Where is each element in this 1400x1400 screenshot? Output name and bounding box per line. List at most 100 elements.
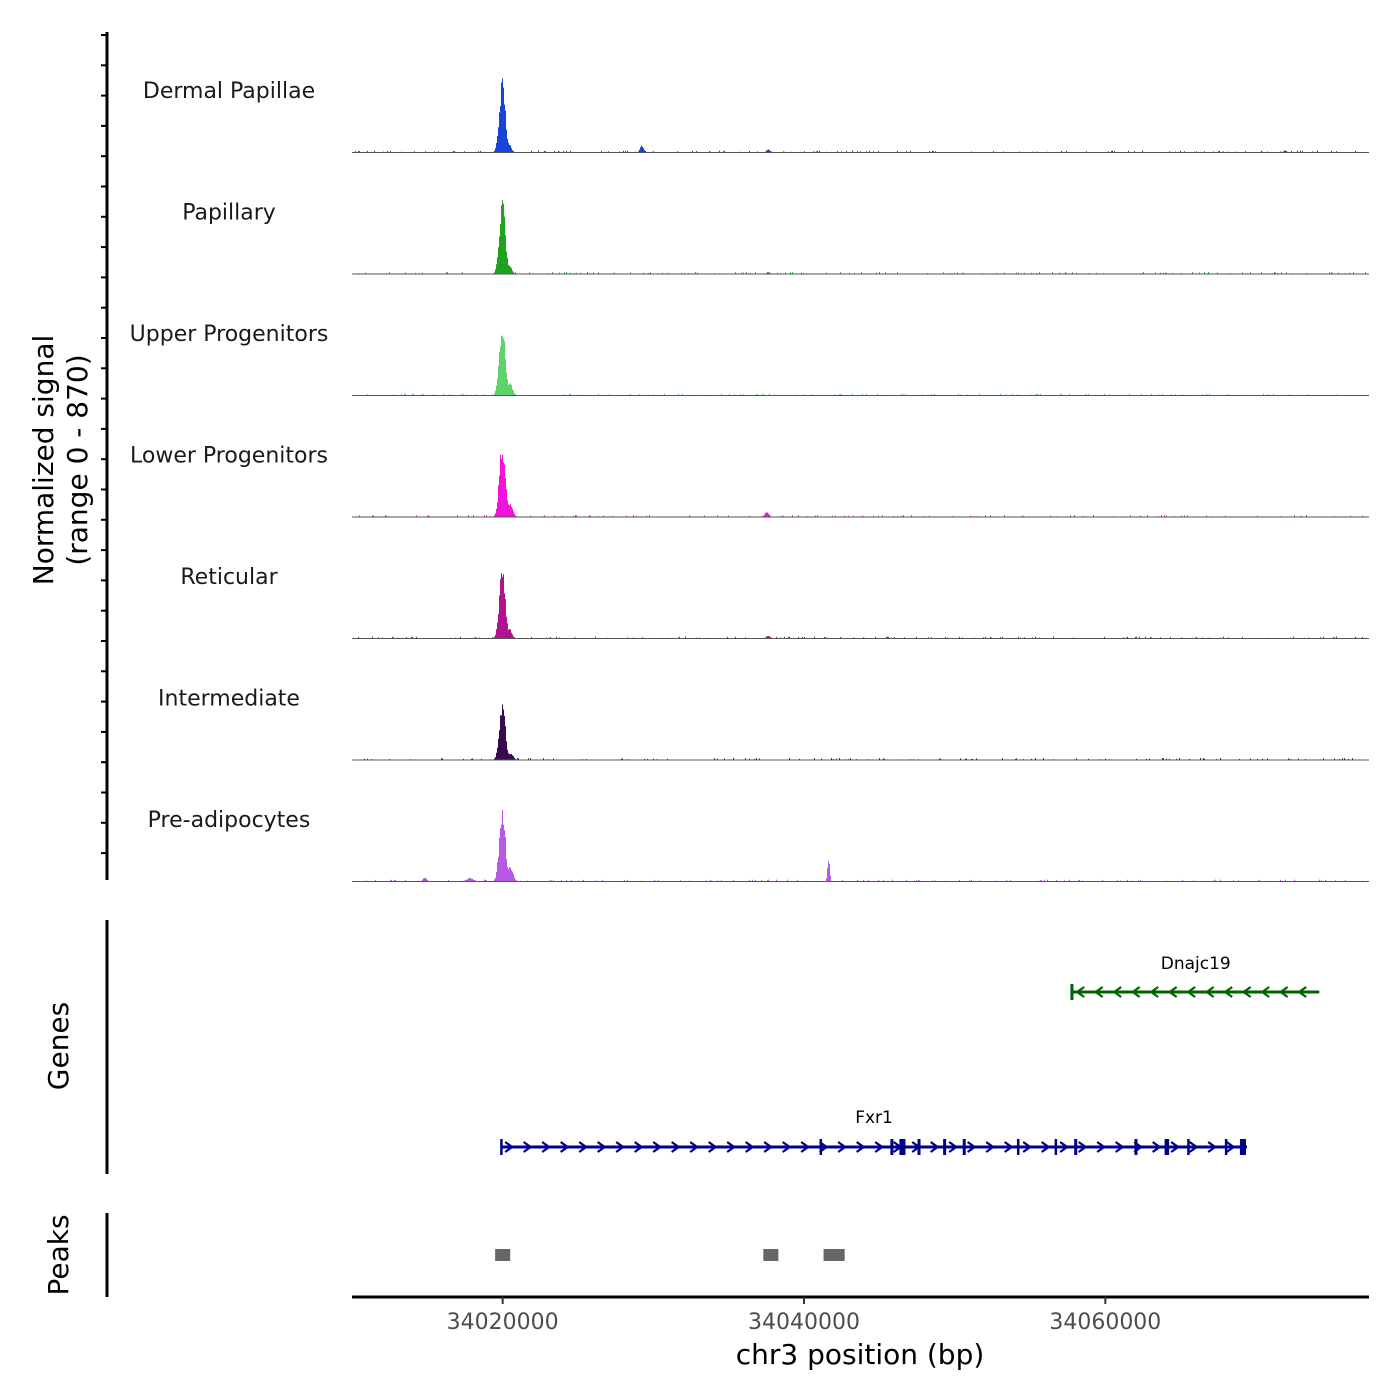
coverage-track: Pre-adipocytes (148, 808, 1369, 882)
strand-chevron (1004, 1141, 1014, 1153)
track-label: Dermal Papillae (143, 79, 315, 104)
strand-chevron (1167, 986, 1178, 998)
strand-chevron (1297, 986, 1307, 998)
strand-chevron (1149, 986, 1159, 998)
gene-label: Dnajc19 (1161, 954, 1231, 974)
gene-exon (1016, 1139, 1020, 1155)
strand-chevron (597, 1141, 607, 1153)
strand-chevron (1189, 1141, 1199, 1153)
strand-chevron (948, 1141, 959, 1153)
coverage-signal (352, 810, 1369, 882)
x-tick-label: 34040000 (748, 1310, 860, 1335)
track-label: Intermediate (158, 687, 300, 712)
strand-chevron (652, 1141, 663, 1153)
strand-chevron (1226, 1141, 1236, 1153)
strand-chevron (615, 1141, 626, 1153)
coverage-signal (352, 704, 1369, 760)
coverage-signal (352, 200, 1369, 274)
peak-region (823, 1249, 845, 1261)
gene-exon (962, 1139, 966, 1155)
strand-chevron (1096, 1141, 1107, 1153)
strand-chevron (930, 1141, 940, 1153)
coverage-ylabel-line2: (range 0 - 870) (61, 354, 94, 565)
coverage-tracks: Dermal Papillae Papillary Upper Progenitor… (130, 78, 1369, 882)
strand-chevron (504, 1141, 515, 1153)
gene-exon (500, 1139, 503, 1155)
strand-chevron (578, 1141, 589, 1153)
strand-chevron (856, 1141, 866, 1153)
track-label: Upper Progenitors (130, 322, 329, 347)
x-tick-label: 34060000 (1049, 1310, 1161, 1335)
track-label: Reticular (180, 565, 278, 590)
track-label: Papillary (182, 201, 276, 226)
gene-exon (917, 1139, 921, 1155)
gene-model: Fxr1 (500, 1108, 1247, 1155)
strand-chevron (1093, 986, 1104, 998)
strand-chevron (1041, 1141, 1051, 1153)
x-axis-ticks: 34020000 34040000 34060000 (447, 1297, 1161, 1335)
gene-exon (1134, 1139, 1138, 1155)
strand-chevron (782, 1141, 792, 1153)
coverage-axis-title: Normalized signal (range 0 - 870) (27, 335, 94, 586)
gene-exon (1239, 1139, 1246, 1155)
strand-chevron (1241, 986, 1252, 998)
gene-model: Dnajc19 (1070, 954, 1320, 1000)
strand-chevron (1170, 1141, 1181, 1153)
strand-chevron (726, 1141, 737, 1153)
coverage-track: Dermal Papillae (143, 78, 1369, 153)
gene-exon (1164, 1139, 1170, 1155)
coverage-signal (352, 573, 1369, 639)
strand-chevron (1204, 986, 1215, 998)
strand-chevron (1115, 1141, 1125, 1153)
strand-chevron (1078, 1141, 1088, 1153)
x-axis-title: chr3 position (bp) (736, 1338, 985, 1371)
gene-exon (1187, 1139, 1190, 1155)
gene-exon (1070, 984, 1074, 1000)
peak-regions (495, 1249, 845, 1261)
strand-chevron (1260, 986, 1270, 998)
peaks-ylabel: Peaks (42, 1214, 75, 1295)
strand-chevron (671, 1141, 681, 1153)
strand-chevron (1022, 1141, 1033, 1153)
gene-exon (1224, 1139, 1228, 1155)
coverage-y-ticks (101, 34, 107, 855)
strand-chevron (634, 1141, 644, 1153)
strand-chevron (541, 1141, 552, 1153)
track-label: Pre-adipocytes (148, 808, 311, 833)
strand-chevron (837, 1141, 848, 1153)
strand-chevron (1223, 986, 1233, 998)
coverage-signal (352, 78, 1369, 153)
coverage-signal (352, 454, 1369, 517)
genes-ylabel: Genes (42, 1002, 75, 1090)
x-tick-label: 34020000 (447, 1310, 559, 1335)
strand-chevron (1059, 1141, 1070, 1153)
strand-chevron (523, 1141, 533, 1153)
strand-chevron (1152, 1141, 1162, 1153)
strand-chevron (1186, 986, 1196, 998)
coverage-signal (352, 335, 1369, 396)
strand-chevron (1130, 986, 1141, 998)
strand-chevron (560, 1141, 570, 1153)
coverage-track: Reticular (180, 565, 1369, 639)
gene-exon (1074, 1139, 1078, 1155)
strand-chevron (985, 1141, 996, 1153)
peak-region (763, 1249, 779, 1261)
peak-region (495, 1249, 511, 1261)
gene-exon (1054, 1139, 1058, 1155)
strand-chevron (1207, 1141, 1218, 1153)
strand-chevron (800, 1141, 811, 1153)
gene-exon (890, 1139, 894, 1155)
strand-chevron (708, 1141, 718, 1153)
strand-chevron (763, 1141, 774, 1153)
coverage-ylabel-line1: Normalized signal (27, 335, 60, 586)
gene-exon (899, 1139, 906, 1155)
coverage-track: Intermediate (158, 687, 1369, 761)
gene-exon (819, 1139, 823, 1155)
gene-models: Dnajc19 Fxr1 (500, 954, 1320, 1155)
strand-chevron (1278, 986, 1289, 998)
coverage-track: Lower Progenitors (130, 444, 1369, 518)
strand-chevron (967, 1141, 977, 1153)
strand-chevron (1075, 986, 1085, 998)
strand-chevron (745, 1141, 755, 1153)
